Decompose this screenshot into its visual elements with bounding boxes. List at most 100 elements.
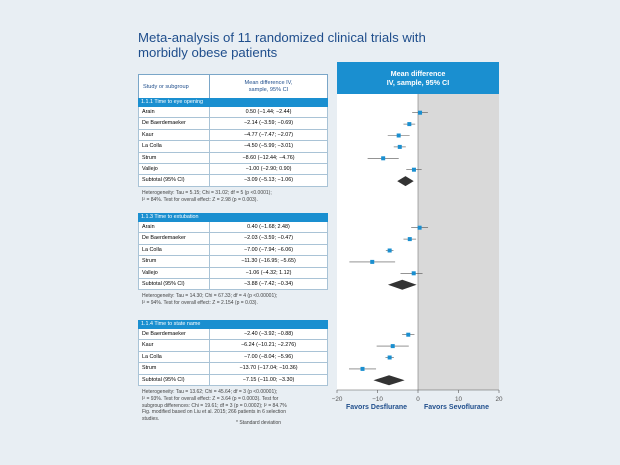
study-name: La Colla [138, 244, 210, 257]
x-tick-label: 0 [416, 396, 420, 403]
table-row: Arain 0.40 (−1.68; 2.48) [138, 222, 328, 234]
study-name: Subtotal (95% CI) [138, 374, 210, 386]
stats-line: I² = 93%. Test for overall effect: Z = 3… [142, 395, 279, 402]
table-row: Kaur −6.24 (−10.21; −2.276) [138, 340, 328, 352]
plot-header-line2: IV, sample, 95% CI [386, 78, 450, 87]
stats-line: Heterogeneity: Tau = 14.30; Chi = 67.33;… [142, 293, 278, 300]
subtotal-row: Subtotal (95% CI) −3.88 (−7.42; −0.34) [138, 279, 328, 291]
table-row: Vallejo −1.00 (−2.90; 0.90) [138, 164, 328, 176]
point-estimate [387, 248, 392, 253]
point-estimate [370, 259, 375, 264]
study-name: Strum [138, 363, 210, 375]
title-line-1: Meta-analysis of 11 randomized clinical … [138, 30, 426, 45]
table-row: De Baerdemaeker −2.03 (−3.59; −0.47) [138, 233, 328, 245]
subtotal-diamond [387, 279, 417, 290]
table-row: Vallejo −1.06 (−4.32; 1.12) [138, 267, 328, 279]
mean-difference-ci: −11.30 (−16.95; −5.65) [210, 256, 328, 268]
subtotal-diamond [373, 375, 405, 386]
mean-difference-ci: −7.00 (−8.04; −5.96) [210, 351, 328, 364]
table-row: Strum −13.70 (−17.04; −10.36) [138, 363, 328, 375]
header-md-line2: sample, 95% CI [248, 86, 289, 93]
point-estimate [407, 237, 412, 242]
table-row: Kaur −4.77 (−7.47; −2.07) [138, 129, 328, 142]
study-name: Kaur [138, 340, 210, 352]
plot-bg-left [337, 94, 418, 390]
table-row: De Baerdemaeker −2.40 (−3.92; −0.88) [138, 329, 328, 341]
point-estimate [381, 156, 386, 161]
mean-difference-ci: −4.50 (−5.99; −3.01) [210, 141, 328, 153]
point-estimate [417, 225, 422, 230]
mean-difference-ci: −3.09 (−5.13; −1.06) [210, 175, 328, 187]
subgroup-header: 1.1.4 Time to state name [138, 320, 328, 329]
stats-line: studies. [142, 416, 160, 423]
table-row: La Colla −4.50 (−5.99; −3.01) [138, 141, 328, 153]
subgroup-header: 1.1.1 Time to eye opening [138, 98, 328, 107]
stats-line: I² = 94%. Test for overall effect: Z = 2… [142, 300, 258, 307]
stats-line: subgroup differences: Chi = 19.61; df = … [142, 402, 287, 409]
x-tick-label: −10 [372, 396, 383, 403]
study-name: Arain [138, 222, 210, 234]
mean-difference-ci: 0.50 (−1.44; −2.44) [210, 107, 328, 119]
x-tick-label: 20 [495, 396, 503, 403]
mean-difference-ci: −7.15 (−11.00; −3.30) [210, 374, 328, 386]
point-estimate [411, 167, 416, 172]
mean-difference-ci: −1.06 (−4.32; 1.12) [210, 267, 328, 279]
favors-right-label: Favors Sevoflurane [424, 404, 489, 411]
study-name: Strum [138, 256, 210, 268]
plot-header: Mean difference IV, sample, 95% CI [337, 62, 499, 94]
stats-line: I² = 84%. Test for overall effect: Z = 2… [142, 196, 258, 203]
table-row: Strum −11.30 (−16.95; −5.65) [138, 256, 328, 268]
footnote: * Standard deviation [236, 420, 282, 426]
study-name: Vallejo [138, 164, 210, 176]
chart-title: Meta-analysis of 11 randomized clinical … [138, 30, 468, 60]
plot-header-line1: Mean difference [390, 69, 446, 78]
stats-line: Heterogeneity: Tau = 5.15; Chi = 31.02; … [142, 189, 272, 196]
point-estimate [360, 366, 365, 371]
point-estimate [390, 344, 395, 349]
study-name: Subtotal (95% CI) [138, 279, 210, 291]
table-row: De Baerdemaeker −2.14 (−3.59; −0.69) [138, 118, 328, 130]
subtotal-diamond [397, 176, 414, 187]
heterogeneity-stats: Heterogeneity: Tau = 5.15; Chi = 31.02; … [142, 190, 332, 204]
mean-difference-ci: 0.40 (−1.68; 2.48) [210, 222, 328, 234]
stats-line: Fig. modified based on Liu et al. 2015; … [142, 409, 286, 416]
favors-left-label: Favors Desflurane [346, 404, 408, 411]
point-estimate [387, 355, 392, 360]
study-name: La Colla [138, 351, 210, 364]
study-name: De Baerdemaeker [138, 329, 210, 341]
table-row: Arain 0.50 (−1.44; −2.44) [138, 107, 328, 119]
title-line-2: morbidly obese patients [138, 45, 278, 60]
table-row: La Colla −7.00 (−7.94; −6.06) [138, 244, 328, 257]
study-name: Strum [138, 152, 210, 164]
mean-difference-ci: −4.77 (−7.47; −2.07) [210, 129, 328, 142]
x-tick-label: −20 [332, 396, 343, 403]
subtotal-row: Subtotal (95% CI) −7.15 (−11.00; −3.30) [138, 374, 328, 386]
mean-difference-ci: −2.14 (−3.59; −0.69) [210, 118, 328, 130]
mean-difference-ci: −6.24 (−10.21; −2.276) [210, 340, 328, 352]
point-estimate [411, 271, 416, 276]
study-name: Vallejo [138, 267, 210, 279]
table-header: Study or subgroup Mean difference IV, sam… [138, 74, 328, 99]
mean-difference-ci: −7.00 (−7.94; −6.06) [210, 244, 328, 257]
mean-difference-ci: −2.40 (−3.92; −0.88) [210, 329, 328, 341]
plot-bg-right [418, 94, 499, 390]
mean-difference-ci: −2.03 (−3.59; −0.47) [210, 233, 328, 245]
study-name: De Baerdemaeker [138, 118, 210, 130]
study-name: Arain [138, 107, 210, 119]
point-estimate [397, 144, 402, 149]
study-name: Kaur [138, 129, 210, 142]
mean-difference-ci: −13.70 (−17.04; −10.36) [210, 363, 328, 375]
table-row: La Colla −7.00 (−8.04; −5.96) [138, 351, 328, 364]
mean-difference-ci: −8.60 (−12.44; −4.76) [210, 152, 328, 164]
stats-line: Heterogeneity: Tau = 13.62; Chi = 45.64;… [142, 389, 278, 395]
subgroup-header: 1.1.3 Time to extubation [138, 213, 328, 222]
heterogeneity-stats: Heterogeneity: Tau = 13.62; Chi = 45.64;… [142, 389, 332, 423]
mean-difference-ci: −3.88 (−7.42; −0.34) [210, 279, 328, 291]
study-name: De Baerdemaeker [138, 233, 210, 245]
heterogeneity-stats: Heterogeneity: Tau = 14.30; Chi = 67.33;… [142, 293, 332, 307]
study-name: Subtotal (95% CI) [138, 175, 210, 187]
table-row: Strum −8.60 (−12.44; −4.76) [138, 152, 328, 164]
point-estimate [396, 133, 401, 138]
mean-difference-ci: −1.00 (−2.90; 0.90) [210, 164, 328, 176]
